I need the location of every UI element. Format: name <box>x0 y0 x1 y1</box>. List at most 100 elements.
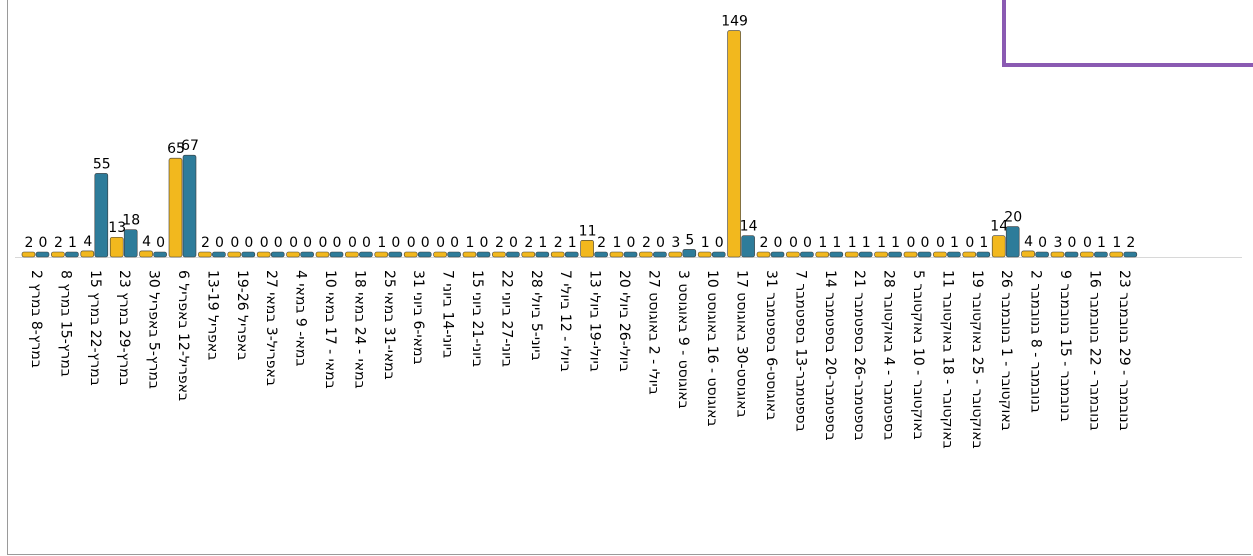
bar-series-1 <box>668 251 683 258</box>
bar-series-2 <box>270 251 285 258</box>
data-label: 0 <box>627 235 636 251</box>
data-label: 1 <box>701 235 710 251</box>
data-label: 1 <box>1097 235 1106 251</box>
data-label: 0 <box>407 235 416 251</box>
bar-series-1 <box>1021 250 1035 258</box>
data-label: 0 <box>274 235 283 251</box>
x-tick-label: 13 ביולי-19 ביולי <box>587 270 603 372</box>
bar-series-2 <box>800 251 814 258</box>
data-label: 1 <box>538 235 547 251</box>
bar-series-2 <box>329 251 344 258</box>
bar-series-2 <box>594 251 608 258</box>
data-label: 0 <box>789 235 798 251</box>
x-tick-label: 5 באוקטובר - 10 באוקטובר <box>910 270 926 440</box>
x-tick-label: 30 במרץ-5 באפריל <box>146 270 162 389</box>
data-label: 0 <box>1068 235 1077 251</box>
data-label: 0 <box>715 235 724 251</box>
bar-series-1 <box>492 251 506 258</box>
x-tick-label: 8 במרץ-15 במרץ <box>57 270 73 377</box>
bar-series-2 <box>535 251 550 258</box>
bar-series-1 <box>21 251 36 258</box>
data-label: 0 <box>260 235 269 251</box>
data-label: 2 <box>524 235 533 251</box>
bar-series-2 <box>476 251 491 258</box>
x-tick-label: 15 ביוני-21 ביוני <box>469 270 485 367</box>
x-tick-label: 28 בספטמבר - 4 באוקטובר <box>881 270 897 440</box>
data-label: 0 <box>362 235 371 251</box>
bar-series-2 <box>182 154 197 258</box>
data-label: 2 <box>1126 235 1135 251</box>
bar-series-2 <box>564 251 579 258</box>
bar-series-1 <box>1050 251 1065 258</box>
data-label: 0 <box>244 235 253 251</box>
bar-series-1 <box>609 251 624 258</box>
data-label: 5 <box>685 232 694 248</box>
data-label: 0 <box>656 235 665 251</box>
bar-series-2 <box>741 235 755 258</box>
bar-series-1 <box>874 251 888 258</box>
x-tick-label: 27 ביולי - 2 באוגוסט <box>645 270 661 395</box>
bar-series-2 <box>506 251 520 258</box>
bar-series-2 <box>65 251 79 258</box>
bar-series-2 <box>35 251 50 258</box>
data-label: 0 <box>156 235 165 251</box>
data-label: 2 <box>760 235 769 251</box>
x-tick-label: 10 באוגוסט - 16 באוגוסט <box>704 270 720 427</box>
data-label: 1 <box>848 235 857 251</box>
data-label: 20 <box>1004 210 1022 226</box>
bar-series-2 <box>388 251 403 258</box>
purple-overlay-box <box>1002 0 1253 67</box>
bar-series-2 <box>976 251 991 258</box>
x-tick-label: 10 במאי - 17 במאי <box>322 270 338 389</box>
x-tick-label: 4 במאי- 9 במאי <box>293 270 309 366</box>
data-label: 1 <box>68 235 77 251</box>
x-tick-label: 17 באוגוסט-30 באוגוסט <box>734 270 750 418</box>
data-label: 1 <box>979 235 988 251</box>
data-label: 2 <box>54 235 63 251</box>
bar-series-1 <box>256 251 271 258</box>
data-label: 1 <box>818 235 827 251</box>
x-tick-label: 3 באוגוסט - 9 באוגוסט <box>675 270 691 409</box>
bar-series-2 <box>1035 251 1049 258</box>
data-label: 0 <box>774 235 783 251</box>
bar-series-2 <box>300 251 314 258</box>
bar-series-2 <box>1094 251 1108 258</box>
data-label: 3 <box>1054 235 1063 251</box>
x-tick-label: 16 בנובמבר - 22 בנובמבר <box>1086 270 1102 431</box>
x-tick-label: 23 במרץ-29 במרץ <box>116 270 132 386</box>
data-label: 3 <box>671 235 680 251</box>
bar-series-2 <box>1123 251 1138 258</box>
bar-series-2 <box>417 251 432 258</box>
data-label: 0 <box>803 235 812 251</box>
bar-series-2 <box>858 251 873 258</box>
x-tick-label: 6 באפריל-12 באפריל <box>175 270 191 401</box>
x-tick-label: 9 בנובמבר - 15 בנובמבר <box>1057 270 1073 422</box>
bar-series-2 <box>623 251 638 258</box>
x-tick-label: 22 ביוני-27 ביוני <box>498 270 514 367</box>
chart-frame <box>7 0 1251 555</box>
data-label: 149 <box>721 14 748 30</box>
x-tick-label: 2 במרץ-8 במרץ <box>28 270 44 368</box>
data-label: 0 <box>965 235 974 251</box>
data-label: 0 <box>319 235 328 251</box>
x-tick-label: 19-26 באפריל <box>234 270 250 360</box>
x-tick-label: 25 במאי-31 במאי <box>381 270 397 380</box>
data-label: 1 <box>613 235 622 251</box>
data-label: 14 <box>740 219 758 235</box>
bar-series-2 <box>241 251 256 258</box>
bar-series-2 <box>829 251 844 258</box>
data-label: 0 <box>215 235 224 251</box>
bar-series-1 <box>1080 251 1094 258</box>
data-label: 0 <box>509 235 518 251</box>
x-tick-label: 2 בנובמבר - 8 בנובמבר <box>1028 270 1044 413</box>
data-label: 1 <box>377 235 386 251</box>
bar-series-1 <box>198 251 212 258</box>
bar-series-2 <box>917 251 932 258</box>
bar-series-1 <box>462 251 477 258</box>
bar-series-1 <box>286 251 300 258</box>
data-label: 4 <box>142 234 151 250</box>
bar-series-1 <box>139 250 153 258</box>
data-label: 0 <box>480 235 489 251</box>
bar-series-2 <box>1064 251 1079 258</box>
bar-series-2 <box>123 229 138 258</box>
